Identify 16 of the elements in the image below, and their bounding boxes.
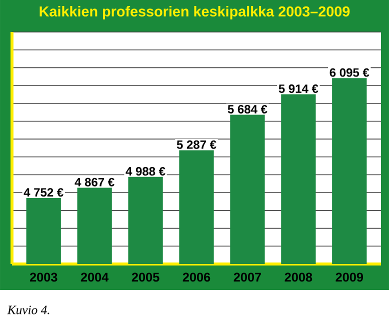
chart-title: Kaikkien professorien keskipalkka 2003–2009 — [40, 6, 350, 20]
data-label: 4 752 € — [24, 188, 64, 197]
x-tick-label: 2008 — [284, 272, 312, 282]
data-label: 4 867 € — [74, 178, 114, 186]
x-tick-label: 2006 — [182, 272, 210, 282]
data-label: 5 287 € — [176, 140, 216, 149]
data-label: 4 988 € — [126, 167, 166, 176]
data-label: 5 684 € — [228, 104, 268, 114]
x-tick-label: 2007 — [234, 272, 261, 282]
data-label: 5 914 € — [278, 84, 318, 93]
x-tick-label: 2004 — [80, 272, 109, 282]
x-tick-label: 2005 — [132, 272, 160, 282]
x-tick-label: 2009 — [336, 272, 364, 282]
data-label: 6 095 € — [330, 68, 370, 77]
x-tick-label: 2003 — [30, 272, 58, 282]
text: Kuvio 4. — [7, 306, 50, 314]
